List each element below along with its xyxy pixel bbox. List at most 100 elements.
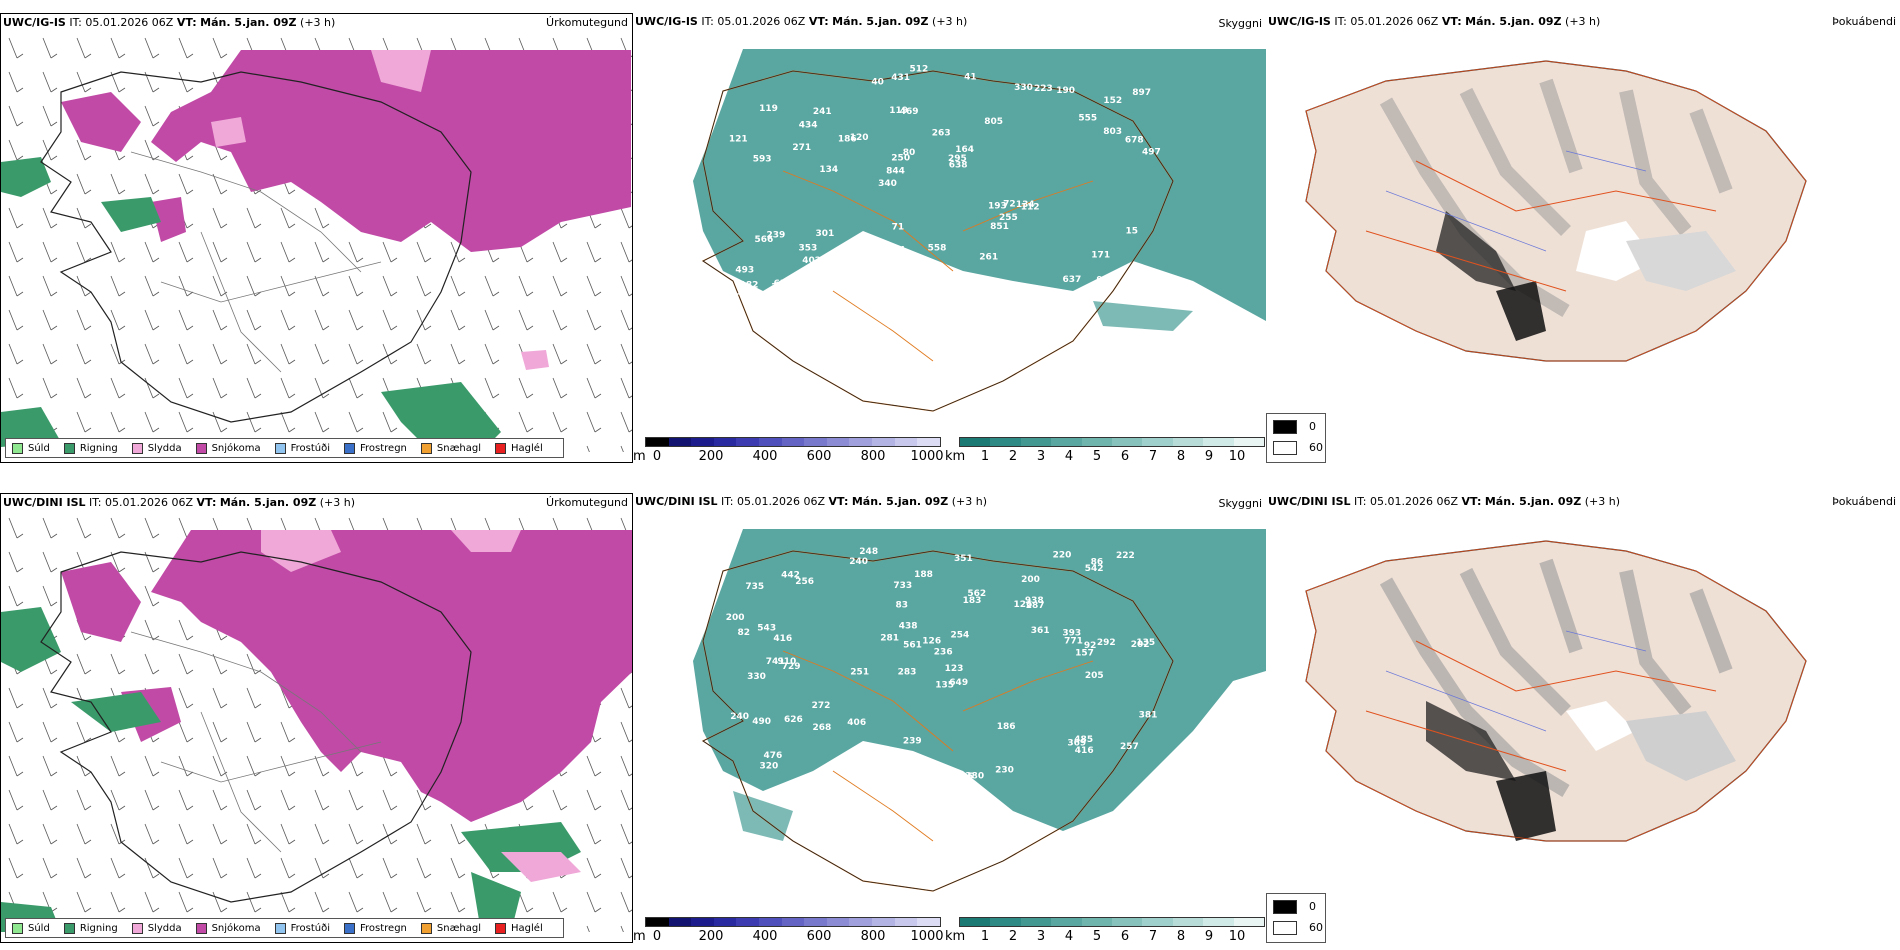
legend-item: Súld <box>12 442 50 454</box>
cloud-ceiling-label: 135 <box>935 680 954 690</box>
colorbar-cell <box>872 438 895 446</box>
precip-type-legend: Súld Rigning Slydda Snjókoma Frostúði Fr… <box>5 438 564 458</box>
colorbar-tick-label: 200 <box>698 449 724 463</box>
colorbar-cell <box>1020 918 1052 926</box>
cloud-ceiling-label: 938 <box>1025 596 1044 606</box>
legend-item: Rigning <box>63 922 118 934</box>
colorbar-tick-label: 9 <box>1204 449 1214 463</box>
cloud-ceiling-label: 741 <box>766 657 785 667</box>
cloud-ceiling-label: 123 <box>945 664 964 674</box>
visibility-panel-row1: UWC/IG-IS IT: 05.01.2026 06Z VT: Mán. 5.… <box>633 13 1266 463</box>
cloud-ceiling-label: 112 <box>1021 203 1040 213</box>
colorbar-cell <box>1112 918 1143 926</box>
cloud-ceiling-label: 416 <box>773 634 792 644</box>
legend-item: Súld <box>12 922 50 934</box>
colorbar-cell <box>1081 438 1113 446</box>
cloud-ceiling-label: 71 <box>844 267 857 277</box>
colorbar-cell <box>759 438 782 446</box>
colorbar-cell <box>1233 918 1265 926</box>
colorbar-tick-label: 2 <box>1008 449 1018 463</box>
colorbar-tick-label: 5 <box>1092 449 1102 463</box>
cloud-ceiling-label: 493 <box>735 266 754 276</box>
ceiling-colorbar: m 0 200 400 600 800 1000 <box>633 437 944 463</box>
legend-item: Frostregn <box>344 442 407 454</box>
legend-item: Snjókoma <box>195 922 261 934</box>
fog-panel-row1: UWC/IG-IS IT: 05.01.2026 06Z VT: Mán. 5.… <box>1266 13 1900 463</box>
colorbar-tick-label: 7 <box>1148 929 1158 943</box>
colorbar-tick-label: 6 <box>1120 929 1130 943</box>
cloud-ceiling-label: 121 <box>729 134 748 144</box>
cloud-ceiling-label: 250 <box>919 762 938 772</box>
colorbar-cell <box>1020 438 1052 446</box>
panel-title: Skyggni <box>1218 497 1262 510</box>
colorbar-tick-label: 0 <box>652 449 662 463</box>
colorbar-cell <box>960 438 991 446</box>
cloud-ceiling-label: 897 <box>1132 88 1151 98</box>
colorbar-cell <box>804 438 827 446</box>
cloud-ceiling-label: 320 <box>760 761 779 771</box>
colorbar-tick-label: 2 <box>1008 929 1018 943</box>
colorbar-tick-label: 1000 <box>910 449 944 463</box>
colorbar-cell <box>691 918 714 926</box>
cloud-ceiling-label: 637 <box>1063 275 1082 285</box>
cloud-ceiling-label: 561 <box>903 640 922 650</box>
cloud-ceiling-label: 268 <box>813 723 832 733</box>
colorbar-cell <box>960 918 991 926</box>
ceiling-colorbar: m 0 200 400 600 800 1000 <box>633 917 944 943</box>
colorbar-cell <box>668 918 692 926</box>
cloud-ceiling-label: 803 <box>1103 127 1122 137</box>
colorbar-cell <box>894 438 918 446</box>
cloud-ceiling-label: 40 <box>871 78 884 88</box>
cloud-ceiling-label: 558 <box>928 244 947 254</box>
precip-panel-row1: UWC/IG-IS IT: 05.01.2026 06Z VT: Mán. 5.… <box>0 13 633 463</box>
visibility-colorbar-cells <box>959 917 1265 927</box>
colorbar-tick-label: 400 <box>752 929 778 943</box>
cloud-ceiling-label: 805 <box>984 117 1003 127</box>
colorbar-cell <box>826 438 850 446</box>
visibility-unit: km <box>945 449 966 463</box>
colorbar-cell <box>1142 918 1173 926</box>
cloud-ceiling-label: 41 <box>964 72 977 82</box>
colorbar-cell <box>781 918 805 926</box>
fog-legend-swatch <box>1273 900 1297 914</box>
colorbar-tick-label: 400 <box>752 449 778 463</box>
colorbar-tick-label: 200 <box>698 929 724 943</box>
colorbar-cell <box>990 918 1021 926</box>
legend-item: Frostregn <box>344 922 407 934</box>
cloud-ceiling-label: 771 <box>1064 637 1083 647</box>
cloud-ceiling-label: 182 <box>740 280 759 290</box>
panel-header: UWC/DINI ISL IT: 05.01.2026 06Z VT: Mán.… <box>635 495 987 508</box>
cloud-ceiling-label: 126 <box>1014 600 1033 610</box>
cloud-ceiling-label: 157 <box>1075 648 1094 658</box>
fog-legend-swatch <box>1273 441 1297 455</box>
colorbar-cell <box>894 918 918 926</box>
cloud-ceiling-label: 240 <box>849 557 868 567</box>
fog-legend-label: 0 <box>1309 420 1316 433</box>
cloud-ceiling-label: 171 <box>1091 250 1110 260</box>
cloud-ceiling-label: 351 <box>954 554 973 564</box>
cloud-ceiling-label: 15 <box>1126 226 1139 236</box>
cloud-ceiling-label: 223 <box>1034 84 1053 94</box>
cloud-ceiling-label: 301 <box>816 229 835 239</box>
cloud-ceiling-label: 330 <box>747 672 766 682</box>
colorbar-cell <box>691 438 714 446</box>
fog-legend-swatch <box>1273 921 1297 935</box>
colorbar-tick-label: 600 <box>806 929 832 943</box>
colorbar-cell <box>759 918 782 926</box>
precip-type-legend: Súld Rigning Slydda Snjókoma Frostúði Fr… <box>5 918 564 938</box>
colorbar-cell <box>668 438 692 446</box>
colorbar-cell <box>872 918 895 926</box>
fog-legend-swatch <box>1273 420 1297 434</box>
cloud-ceiling-label: 256 <box>795 577 814 587</box>
cloud-ceiling-label: 234 <box>886 245 905 255</box>
cloud-ceiling-label: 295 <box>948 154 967 164</box>
cloud-ceiling-label: 910 <box>778 657 797 667</box>
legend-item: Slydda <box>131 442 182 454</box>
colorbar-tick-label: 3 <box>1036 449 1046 463</box>
fog-legend-label: 0 <box>1309 900 1316 913</box>
cloud-ceiling-label: 80 <box>903 148 916 158</box>
colorbar-cell <box>713 438 737 446</box>
fog-legend-row1: 0 60 <box>1266 413 1326 463</box>
cloud-ceiling-label: 434 <box>799 121 818 131</box>
cloud-ceiling-label: 236 <box>934 648 953 658</box>
